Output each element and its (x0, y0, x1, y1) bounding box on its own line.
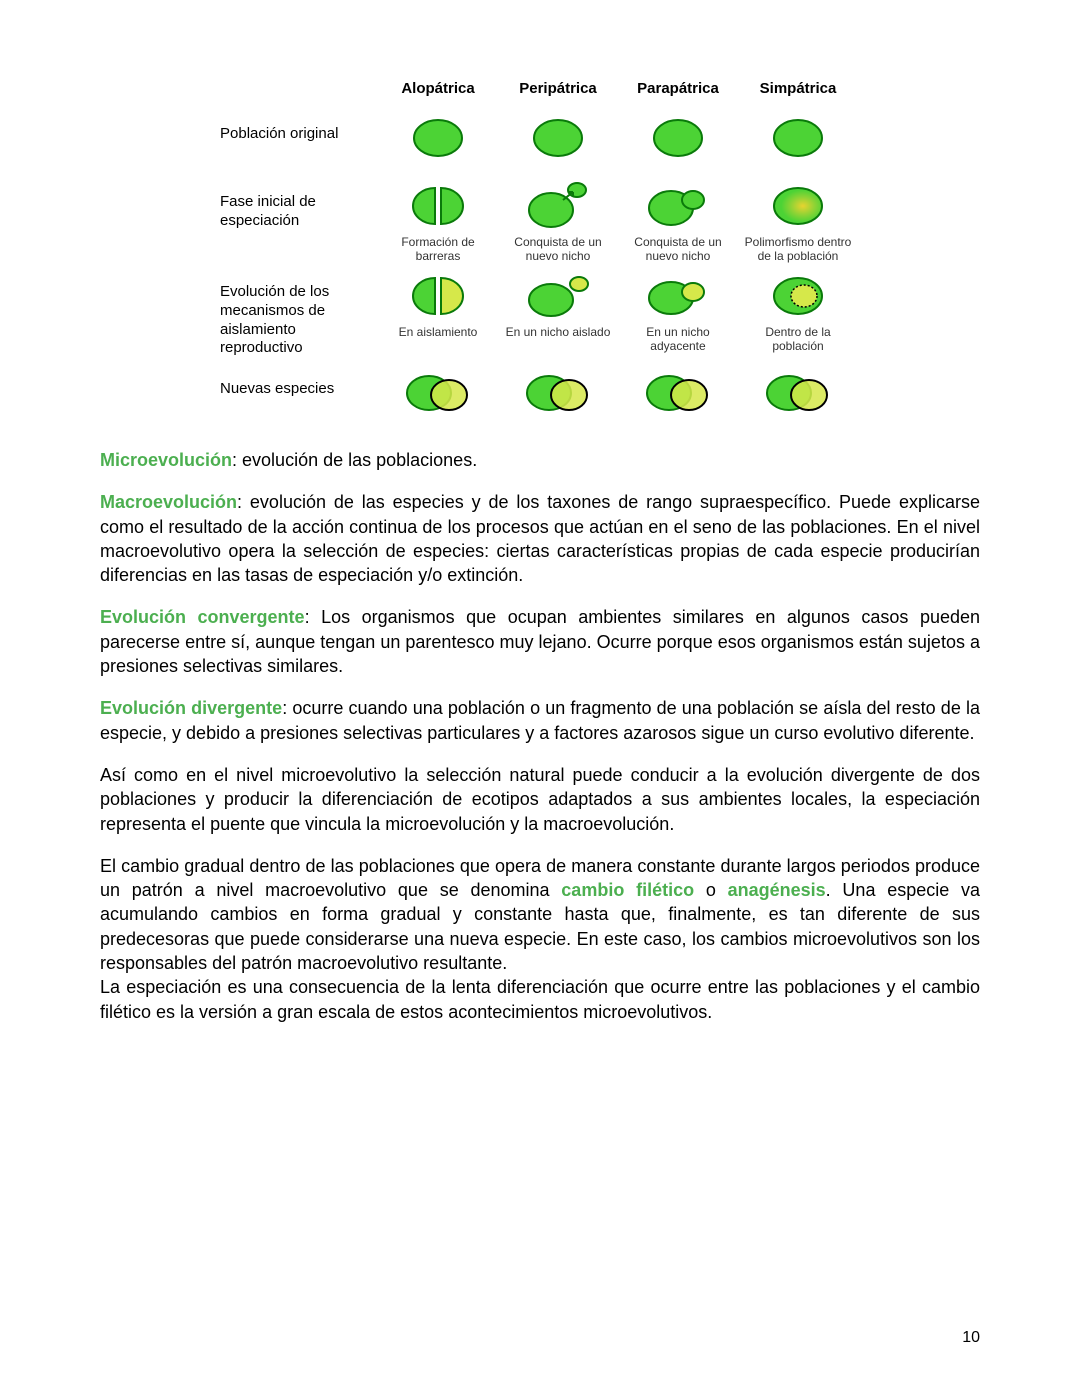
cell-caption: Conquista de un nuevo nicho (618, 235, 738, 265)
para-especiacion: La especiación es una consecuencia de la… (100, 975, 980, 1024)
col-header: Alopátrica (378, 80, 498, 107)
row-label: Fase inicial de especiación (220, 181, 378, 231)
row-label-spacer (220, 80, 378, 92)
cell-icon (738, 271, 858, 321)
cell-icon (618, 181, 738, 231)
cell-icon (738, 113, 858, 163)
page-number: 10 (962, 1329, 980, 1347)
cell-caption: Formación de barreras (378, 235, 498, 265)
cell (618, 368, 738, 418)
cell: En un nicho adyacente (618, 271, 738, 355)
cell-icon (498, 368, 618, 418)
cell-caption: En un nicho aislado (498, 325, 618, 355)
cell-icon (738, 181, 858, 231)
para-microevolucion: Microevolución: evolución de las poblaci… (100, 448, 980, 472)
row-cells: En aislamiento En un nicho aislado (378, 271, 860, 355)
cell-icon (378, 113, 498, 163)
term-convergente: Evolución convergente (100, 607, 305, 627)
page: Alopátrica Peripátrica Parapátrica Simpá… (0, 0, 1080, 1397)
term-anagenesis: anagénesis (728, 880, 826, 900)
cell-icon (378, 181, 498, 231)
cell-caption: Dentro de la población (738, 325, 858, 355)
cell (738, 113, 858, 163)
cell (498, 113, 618, 163)
diagram-row-initial: Fase inicial de especiación Formación de… (220, 181, 860, 265)
term-microevolucion: Microevolución (100, 450, 232, 470)
para-macroevolucion: Macroevolución: evolución de las especie… (100, 490, 980, 587)
cell (378, 368, 498, 418)
cell-icon (738, 368, 858, 418)
row-cells: Formación de barreras Conquista de un nu… (378, 181, 860, 265)
row-label: Población original (220, 113, 378, 144)
cell-icon (498, 181, 618, 231)
term-cambio-filetico: cambio filético (561, 880, 694, 900)
row-label: Evolución de los mecanismos de aislamien… (220, 271, 378, 358)
cell-caption: Polimorfismo dentro de la población (738, 235, 858, 265)
row-cells (378, 113, 860, 163)
term-divergente: Evolución divergente (100, 698, 282, 718)
row-label: Nuevas especies (220, 368, 378, 399)
cell: Dentro de la población (738, 271, 858, 355)
term-macroevolucion: Macroevolución (100, 492, 237, 512)
row-cells (378, 368, 860, 418)
cell-icon (378, 368, 498, 418)
cell-caption: En aislamiento (378, 325, 498, 355)
col-headers: Alopátrica Peripátrica Parapátrica Simpá… (378, 80, 860, 107)
text: Así como en el nivel microevolutivo la s… (100, 765, 980, 834)
cell-icon (378, 271, 498, 321)
diagram-row-new-species: Nuevas especies (220, 368, 860, 418)
para-bridge: Así como en el nivel microevolutivo la s… (100, 763, 980, 836)
text: o (694, 880, 728, 900)
cell (618, 113, 738, 163)
diagram-header-row: Alopátrica Peripátrica Parapátrica Simpá… (220, 80, 860, 107)
cell-icon (498, 113, 618, 163)
cell: Polimorfismo dentro de la población (738, 181, 858, 265)
cell: En un nicho aislado (498, 271, 618, 355)
cell-icon (618, 113, 738, 163)
cell (378, 113, 498, 163)
text: La especiación es una consecuencia de la… (100, 977, 980, 1021)
cell: En aislamiento (378, 271, 498, 355)
para-convergente: Evolución convergente: Los organismos qu… (100, 605, 980, 678)
cell-icon (618, 271, 738, 321)
cell: Formación de barreras (378, 181, 498, 265)
cell-icon (618, 368, 738, 418)
diagram-row-mechanisms: Evolución de los mecanismos de aislamien… (220, 271, 860, 358)
cell-caption: Conquista de un nuevo nicho (498, 235, 618, 265)
speciation-diagram: Alopátrica Peripátrica Parapátrica Simpá… (220, 80, 860, 418)
diagram-row-original: Población original (220, 113, 860, 163)
text: : evolución de las poblaciones. (232, 450, 477, 470)
cell (498, 368, 618, 418)
col-header: Parapátrica (618, 80, 738, 107)
cell: Conquista de un nuevo nicho (618, 181, 738, 265)
cell (738, 368, 858, 418)
col-header: Peripátrica (498, 80, 618, 107)
para-divergente: Evolución divergente: ocurre cuando una … (100, 696, 980, 745)
para-filetico: El cambio gradual dentro de las poblacio… (100, 854, 980, 975)
cell-caption: En un nicho adyacente (618, 325, 738, 355)
cell: Conquista de un nuevo nicho (498, 181, 618, 265)
cell-icon (498, 271, 618, 321)
col-header: Simpátrica (738, 80, 858, 107)
